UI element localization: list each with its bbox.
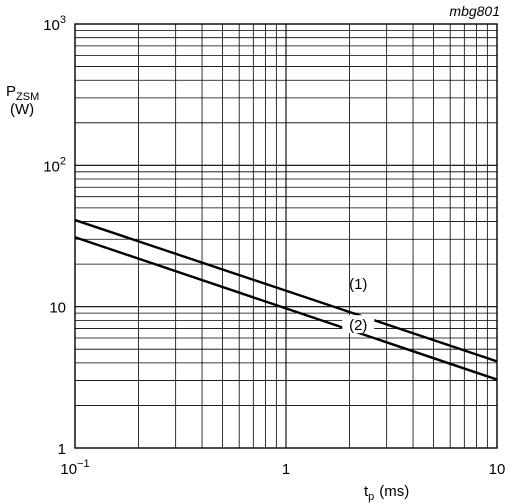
y-axis-label-main: P bbox=[6, 83, 16, 100]
series-line-2 bbox=[74, 236, 498, 381]
y-axis-label-sub: ZSM bbox=[16, 91, 39, 103]
x-axis-label: tp (ms) bbox=[364, 483, 409, 503]
x-axis-label-main: t bbox=[364, 483, 369, 500]
series-label-1: (1) bbox=[349, 276, 367, 293]
grid-lines bbox=[75, 24, 497, 448]
figure-code: mbg801 bbox=[449, 3, 500, 19]
x-axis-label-unit: (ms) bbox=[379, 483, 409, 500]
x-tick-label: 10−1 bbox=[60, 458, 89, 478]
series-line-1 bbox=[74, 218, 498, 363]
y-tick-label: 1 bbox=[58, 441, 66, 458]
series-label-bg bbox=[342, 315, 375, 334]
x-tick-labels: 10−1 1 10 bbox=[60, 458, 505, 478]
y-tick-label: 103 bbox=[43, 14, 66, 34]
series-lines: (1) (2) bbox=[74, 218, 498, 381]
y-tick-label: 10 bbox=[49, 300, 66, 317]
series-label-2: (2) bbox=[349, 317, 367, 334]
x-tick-label: 1 bbox=[282, 461, 290, 478]
x-tick-label: 10 bbox=[489, 461, 506, 478]
y-tick-labels: 1 10 102 103 bbox=[43, 14, 66, 458]
y-tick-label: 102 bbox=[43, 155, 66, 175]
y-axis-label: PZSM bbox=[6, 83, 39, 103]
y-axis-unit: (W) bbox=[10, 101, 34, 118]
x-axis-label-sub: p bbox=[368, 491, 374, 503]
plot-frame bbox=[74, 23, 498, 449]
